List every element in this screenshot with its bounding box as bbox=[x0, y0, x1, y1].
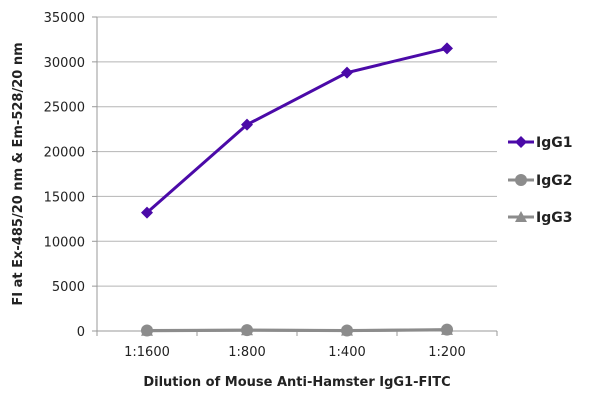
data-point-igg2 bbox=[441, 323, 453, 336]
y-tick-label: 15000 bbox=[44, 190, 85, 205]
y-tick-label: 35000 bbox=[44, 11, 85, 26]
legend-marker-igg2 bbox=[515, 174, 527, 186]
legend-label-igg2: IgG2 bbox=[536, 173, 572, 189]
x-tick-label: 1:400 bbox=[328, 345, 365, 360]
legend-marker-igg3 bbox=[515, 211, 527, 222]
data-point-igg1 bbox=[341, 66, 353, 79]
y-tick-label: 25000 bbox=[44, 101, 85, 116]
data-point-igg1 bbox=[241, 118, 253, 131]
legend-marker-igg1 bbox=[515, 136, 527, 148]
legend-label-igg3: IgG3 bbox=[536, 210, 572, 226]
y-tick-label: 20000 bbox=[44, 146, 85, 161]
series-line-igg1 bbox=[146, 46, 448, 214]
data-point-igg1 bbox=[141, 206, 153, 219]
y-axis-title: FI at Ex-485/20 nm & Em-528/20 nm bbox=[11, 42, 26, 305]
data-point-igg2 bbox=[141, 324, 153, 337]
data-point-igg2 bbox=[241, 324, 253, 337]
y-tick-label: 10000 bbox=[44, 235, 85, 250]
y-tick-label: 5000 bbox=[52, 280, 85, 295]
series-line-igg2 bbox=[146, 328, 448, 333]
data-point-igg1 bbox=[441, 42, 453, 55]
legend-label-igg1: IgG1 bbox=[536, 135, 572, 151]
x-tick-label: 1:200 bbox=[428, 345, 465, 360]
x-axis-title: Dilution of Mouse Anti-Hamster IgG1-FITC bbox=[143, 375, 450, 390]
x-tick-label: 1:800 bbox=[228, 345, 265, 360]
y-tick-label: 30000 bbox=[44, 56, 85, 71]
data-point-igg2 bbox=[341, 324, 353, 337]
x-tick-label: 1:1600 bbox=[124, 345, 170, 360]
y-tick-label: 0 bbox=[77, 325, 85, 340]
